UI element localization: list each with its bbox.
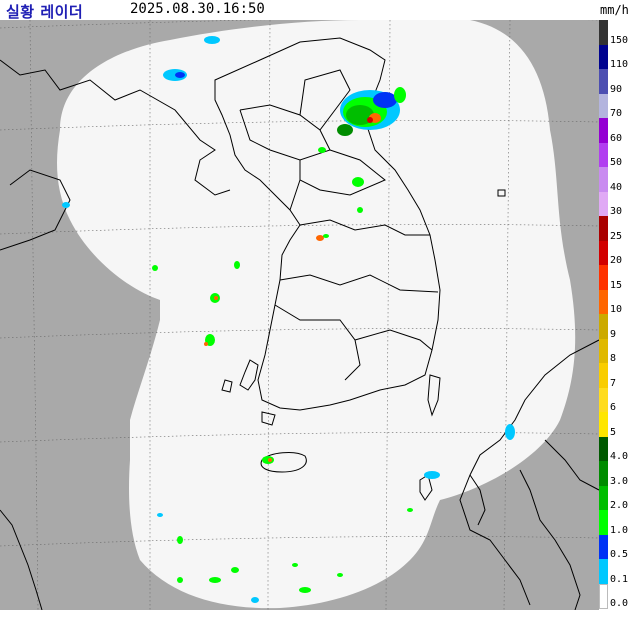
legend-swatch (599, 485, 608, 511)
legend-swatch (599, 387, 608, 413)
product-title: 실황 레이더 (6, 3, 84, 21)
bottom-margin (0, 610, 635, 620)
legend-swatch (599, 265, 608, 290)
legend-swatch (599, 338, 608, 364)
legend-label: 15 (610, 279, 623, 291)
legend-unit: mm/h (600, 3, 629, 17)
legend-label: 0.0 (610, 598, 629, 609)
legend-label: 1.0 (610, 524, 629, 536)
legend-label: 110 (610, 59, 629, 70)
precipitation-echoes (62, 36, 515, 603)
legend-swatch (599, 363, 608, 388)
legend-label: 7 (610, 377, 617, 389)
legend-swatch (599, 412, 608, 437)
legend-label: 6 (610, 402, 617, 413)
precip-legend: 150 110 90 70 60 50 40 30 25 20 15 10 9 8 7 6 5 4.0 3.0 2.0… (599, 20, 635, 610)
legend-label: 50 (610, 157, 623, 168)
legend-swatch (599, 510, 608, 535)
legend-label: 0.5 (610, 549, 629, 560)
legend-swatch (599, 118, 608, 143)
legend-swatch (599, 289, 608, 315)
legend-swatch (599, 583, 608, 609)
legend-swatch (599, 436, 608, 462)
legend-swatch (599, 167, 608, 192)
radar-map-svg (0, 20, 599, 610)
legend-swatch (599, 314, 608, 339)
legend-swatch (599, 93, 608, 119)
legend-swatch (599, 191, 608, 217)
legend-label: 4.0 (610, 451, 629, 462)
legend-label: 3.0 (610, 475, 629, 487)
radar-map[interactable] (0, 20, 599, 610)
legend-swatch (599, 20, 608, 45)
header-bar: 실황 레이더 2025.08.30.16:50 mm/h (0, 0, 635, 21)
legend-label: 8 (610, 353, 617, 364)
legend-swatch (599, 534, 608, 560)
legend-swatch (599, 69, 608, 94)
legend-label: 0.1 (610, 573, 629, 585)
jeju-outline (260, 452, 307, 473)
legend-swatch (599, 44, 608, 70)
legend-label: 90 (610, 83, 623, 95)
legend-swatch (599, 216, 608, 241)
legend-label: 5 (610, 426, 617, 438)
legend-label: 150 (610, 34, 629, 46)
legend-label: 25 (610, 230, 623, 242)
radar-coverage-area (57, 20, 576, 609)
legend-label: 2.0 (610, 500, 629, 511)
legend-label: 30 (610, 206, 623, 217)
legend-label: 20 (610, 255, 623, 266)
legend-label: 40 (610, 181, 623, 193)
legend-label: 60 (610, 132, 623, 144)
legend-swatch (599, 559, 608, 584)
coastlines (0, 37, 599, 610)
legend-label: 70 (610, 108, 623, 119)
lat-lon-grid (0, 20, 599, 610)
observation-timestamp: 2025.08.30.16:50 (130, 1, 265, 17)
legend-swatch (599, 461, 608, 486)
legend-label: 9 (610, 328, 617, 340)
legend-label: 10 (610, 304, 623, 315)
legend-swatch (599, 142, 608, 168)
legend-swatch (599, 240, 608, 266)
